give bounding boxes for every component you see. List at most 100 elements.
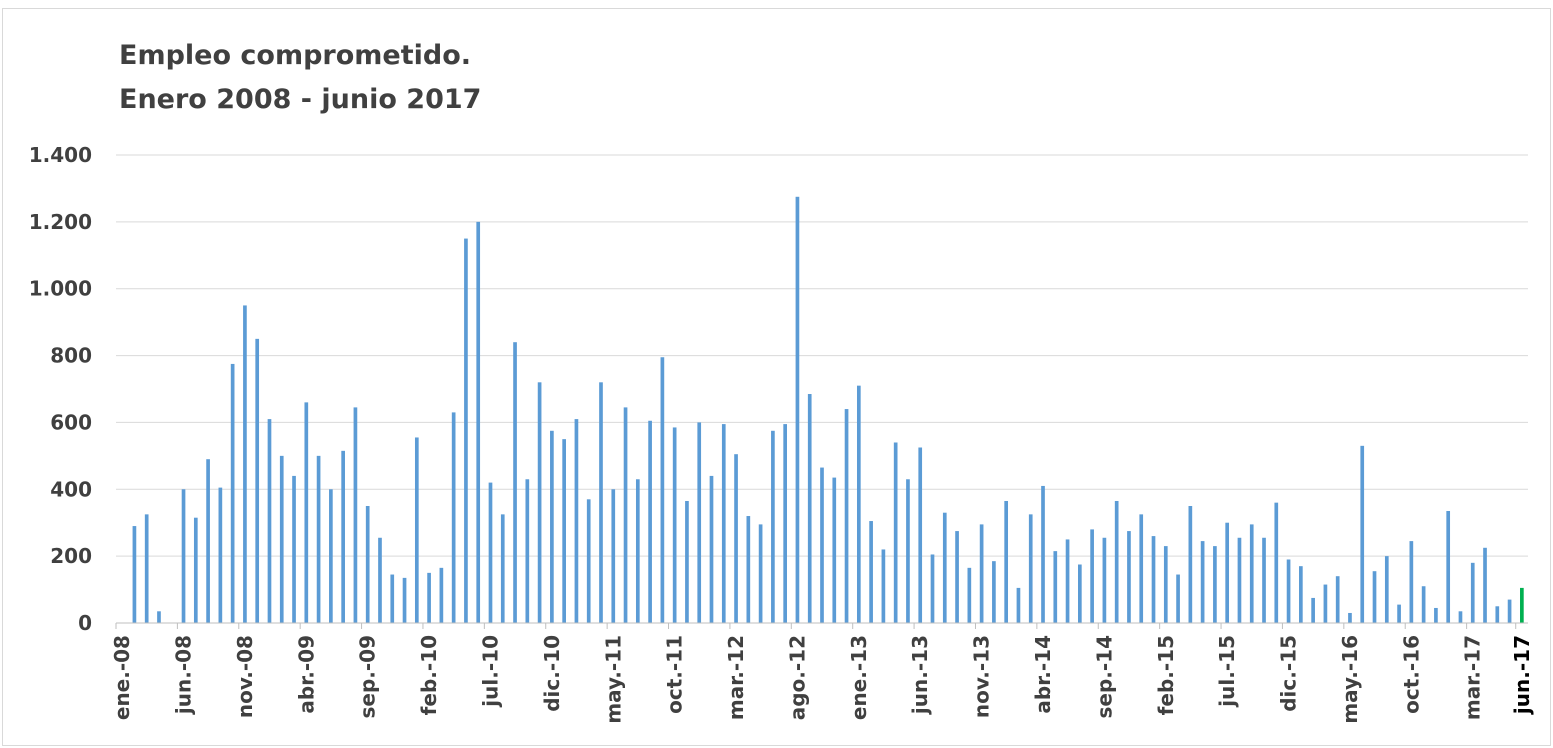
bar (1421, 586, 1426, 623)
bar (672, 427, 677, 623)
bar (1237, 537, 1242, 623)
bar (1249, 524, 1254, 623)
y-tick-label: 1.400 (29, 143, 92, 167)
x-axis-ticks: ene.-08 jun.-08 nov.-08 abr.-09 sep.-09 feb.-… (110, 635, 1534, 724)
bar (1286, 559, 1291, 623)
bar (341, 450, 345, 623)
x-axis (115, 622, 1528, 629)
bar (1360, 445, 1365, 623)
bar (881, 549, 886, 623)
x-tick-label: feb.-10 (417, 635, 441, 715)
bar (832, 477, 837, 623)
chart-subtitle: Enero 2008 - junio 2017 (119, 84, 482, 115)
bar (562, 439, 566, 623)
bar (1114, 500, 1119, 623)
bar (746, 516, 751, 623)
bar (869, 521, 873, 623)
bar (1507, 599, 1512, 623)
bar (1470, 562, 1475, 623)
bar (660, 357, 665, 623)
bar (267, 419, 272, 623)
bar (1090, 529, 1094, 623)
bar (697, 422, 702, 623)
x-tick-label: jul.-10 (478, 635, 502, 708)
x-tick-label: jun.-17 (1510, 635, 1534, 715)
bar (193, 517, 198, 623)
bar (1311, 597, 1315, 623)
bar (1372, 571, 1377, 623)
bar (709, 475, 714, 623)
bar (181, 489, 186, 623)
y-tick-label: 200 (50, 544, 92, 568)
bar (586, 499, 591, 623)
bar (402, 577, 407, 623)
bar (1262, 537, 1266, 623)
bar (648, 420, 652, 623)
bar (1225, 522, 1230, 623)
bar (893, 442, 898, 623)
bar (304, 402, 309, 623)
bar (279, 455, 284, 623)
bar (292, 475, 296, 623)
bar (1495, 606, 1500, 623)
x-tick-label: oct.-11 (663, 635, 687, 714)
bar (734, 454, 738, 623)
bar (1348, 612, 1352, 623)
bar (721, 424, 726, 623)
bar (1041, 485, 1045, 623)
bar (537, 382, 542, 623)
x-tick-label: ene.-08 (110, 635, 134, 720)
x-tick-label: jun.-13 (908, 635, 932, 715)
bar (1397, 604, 1401, 623)
bar (1065, 539, 1070, 623)
x-tick-label: dic.-15 (1277, 635, 1301, 712)
bar (427, 572, 431, 623)
bar (574, 419, 579, 623)
bar (1163, 546, 1168, 623)
x-tick-label: may.-16 (1338, 635, 1362, 724)
bar (1335, 576, 1340, 623)
bar (132, 526, 137, 623)
x-tick-label: feb.-15 (1154, 635, 1178, 715)
x-tick-label: ago.-12 (785, 635, 809, 720)
bar (1434, 607, 1438, 623)
bar (378, 537, 382, 623)
bar (525, 479, 530, 623)
bar (930, 554, 935, 623)
y-tick-label: 0 (78, 611, 92, 635)
bar (1188, 506, 1193, 623)
bar (906, 479, 910, 623)
bar (771, 430, 775, 623)
x-tick-label: nov.-08 (233, 635, 257, 718)
bar (365, 506, 370, 623)
bar (635, 479, 640, 623)
x-tick-label: abr.-09 (294, 635, 318, 714)
bar (967, 567, 972, 623)
x-tick-label: jun.-08 (172, 635, 196, 715)
bar (439, 567, 444, 623)
bars (132, 196, 1524, 624)
bar (1274, 502, 1279, 623)
bar (1053, 551, 1058, 623)
x-tick-label: nov.-13 (970, 635, 994, 718)
bar (623, 407, 628, 623)
bar (955, 531, 959, 623)
y-tick-label: 400 (50, 477, 92, 501)
x-tick-label: abr.-14 (1031, 635, 1055, 714)
bar (550, 430, 554, 623)
bar (1483, 547, 1487, 623)
y-tick-label: 600 (50, 410, 92, 434)
bar (820, 467, 824, 623)
bar (1016, 587, 1021, 623)
bar (1028, 514, 1033, 623)
bar (1139, 514, 1144, 623)
bar (942, 512, 947, 623)
y-tick-label: 1.000 (29, 277, 92, 301)
bar (1384, 556, 1389, 623)
chart-title: Empleo comprometido. (119, 40, 472, 71)
bar (1127, 531, 1131, 623)
bar (758, 524, 763, 623)
bar (144, 514, 149, 623)
gridlines (116, 154, 1528, 557)
